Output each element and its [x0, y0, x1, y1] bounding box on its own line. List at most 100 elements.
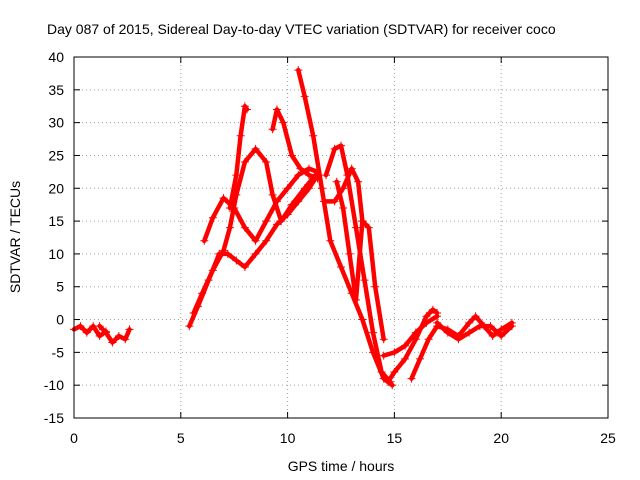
data-point: [337, 263, 345, 272]
y-tick-label: 30: [48, 115, 64, 131]
series-line: [334, 179, 386, 342]
data-point: [465, 328, 474, 337]
series-arc-2: [95, 322, 134, 347]
data-point: [322, 171, 331, 180]
data-point: [488, 331, 497, 340]
data-point: [377, 368, 386, 377]
series-arc-5: [189, 144, 320, 317]
series-line: [434, 320, 515, 342]
data-point: [200, 236, 209, 245]
data-point: [347, 164, 356, 173]
data-point: [354, 177, 363, 186]
data-point: [364, 223, 373, 232]
data-point: [294, 66, 303, 75]
data-point: [208, 213, 217, 222]
data-point: [277, 217, 286, 226]
series-line: [381, 314, 440, 358]
y-tick-label: 15: [48, 213, 64, 229]
x-tick-label: 0: [70, 430, 78, 446]
data-point: [108, 338, 117, 347]
series-arc-11: [332, 177, 388, 344]
chart-title: Day 087 of 2015, Sidereal Day-to-day VTE…: [47, 21, 556, 37]
y-tick-label: 40: [48, 49, 64, 65]
data-point: [390, 348, 399, 357]
data-point: [268, 190, 277, 199]
data-point: [383, 377, 392, 386]
data-point: [411, 328, 420, 337]
data-point: [486, 322, 495, 331]
data-point: [198, 289, 207, 298]
data-point: [121, 335, 130, 344]
data-point: [82, 328, 91, 337]
data-point: [416, 354, 425, 363]
data-point: [358, 217, 367, 226]
plot-frame: [73, 56, 609, 419]
data-point: [407, 374, 416, 383]
data-point: [424, 335, 433, 344]
data-point: [339, 203, 348, 212]
data-point: [465, 318, 474, 327]
series-line: [202, 166, 320, 244]
series-arc-6: [225, 102, 252, 212]
series-arc-12: [383, 305, 442, 386]
data-point: [232, 171, 241, 180]
x-tick-label: 15: [387, 430, 403, 446]
data-point: [358, 315, 367, 324]
data-point: [443, 328, 452, 337]
y-tick-labels: -15 -10 -5 0 5 10 15 20 25 30 35 40: [44, 49, 64, 426]
y-tick-label: 5: [56, 279, 64, 295]
data-point: [240, 158, 249, 167]
data-point: [332, 177, 341, 186]
x-axis-label: GPS time / hours: [288, 458, 395, 474]
y-tick-label: -15: [44, 410, 64, 426]
data-point: [240, 102, 249, 111]
series-arc-4: [200, 164, 322, 245]
data-point: [351, 295, 360, 304]
data-point: [243, 105, 252, 114]
data-point: [272, 105, 281, 114]
data-point: [337, 141, 345, 150]
data-point: [345, 249, 354, 258]
data-point: [219, 194, 228, 203]
data-point: [208, 266, 217, 275]
axis-ticks: [73, 56, 609, 419]
data-point: [319, 197, 328, 206]
data-point: [401, 354, 410, 363]
data-point: [225, 203, 234, 212]
data-point: [369, 328, 378, 337]
data-point: [76, 322, 85, 331]
data-point: [296, 164, 305, 173]
data-point: [95, 322, 104, 331]
data-series: [70, 66, 516, 390]
data-point: [379, 351, 388, 360]
data-point: [251, 144, 260, 153]
data-point: [185, 322, 194, 331]
data-point: [317, 184, 326, 193]
data-point: [262, 158, 271, 167]
data-point: [283, 184, 292, 193]
y-tick-label: 10: [48, 246, 64, 262]
data-point: [189, 308, 198, 317]
y-tick-label: -5: [52, 344, 65, 360]
data-point: [219, 246, 228, 255]
data-point: [268, 125, 277, 134]
y-tick-label: 25: [48, 147, 64, 163]
data-point: [507, 322, 516, 331]
series-arc-15: [433, 318, 516, 344]
data-point: [433, 318, 442, 327]
x-tick-label: 5: [177, 430, 185, 446]
x-tick-label: 10: [280, 430, 296, 446]
data-point: [471, 312, 480, 321]
data-point: [287, 200, 296, 209]
data-point: [251, 236, 260, 245]
data-point: [236, 131, 245, 140]
data-point: [125, 325, 134, 334]
data-point: [371, 282, 380, 291]
data-point: [428, 305, 437, 314]
y-tick-label: 35: [48, 82, 64, 98]
data-point: [287, 151, 296, 160]
data-point: [240, 263, 249, 272]
y-tick-label: 0: [56, 312, 64, 328]
data-point: [225, 223, 234, 232]
